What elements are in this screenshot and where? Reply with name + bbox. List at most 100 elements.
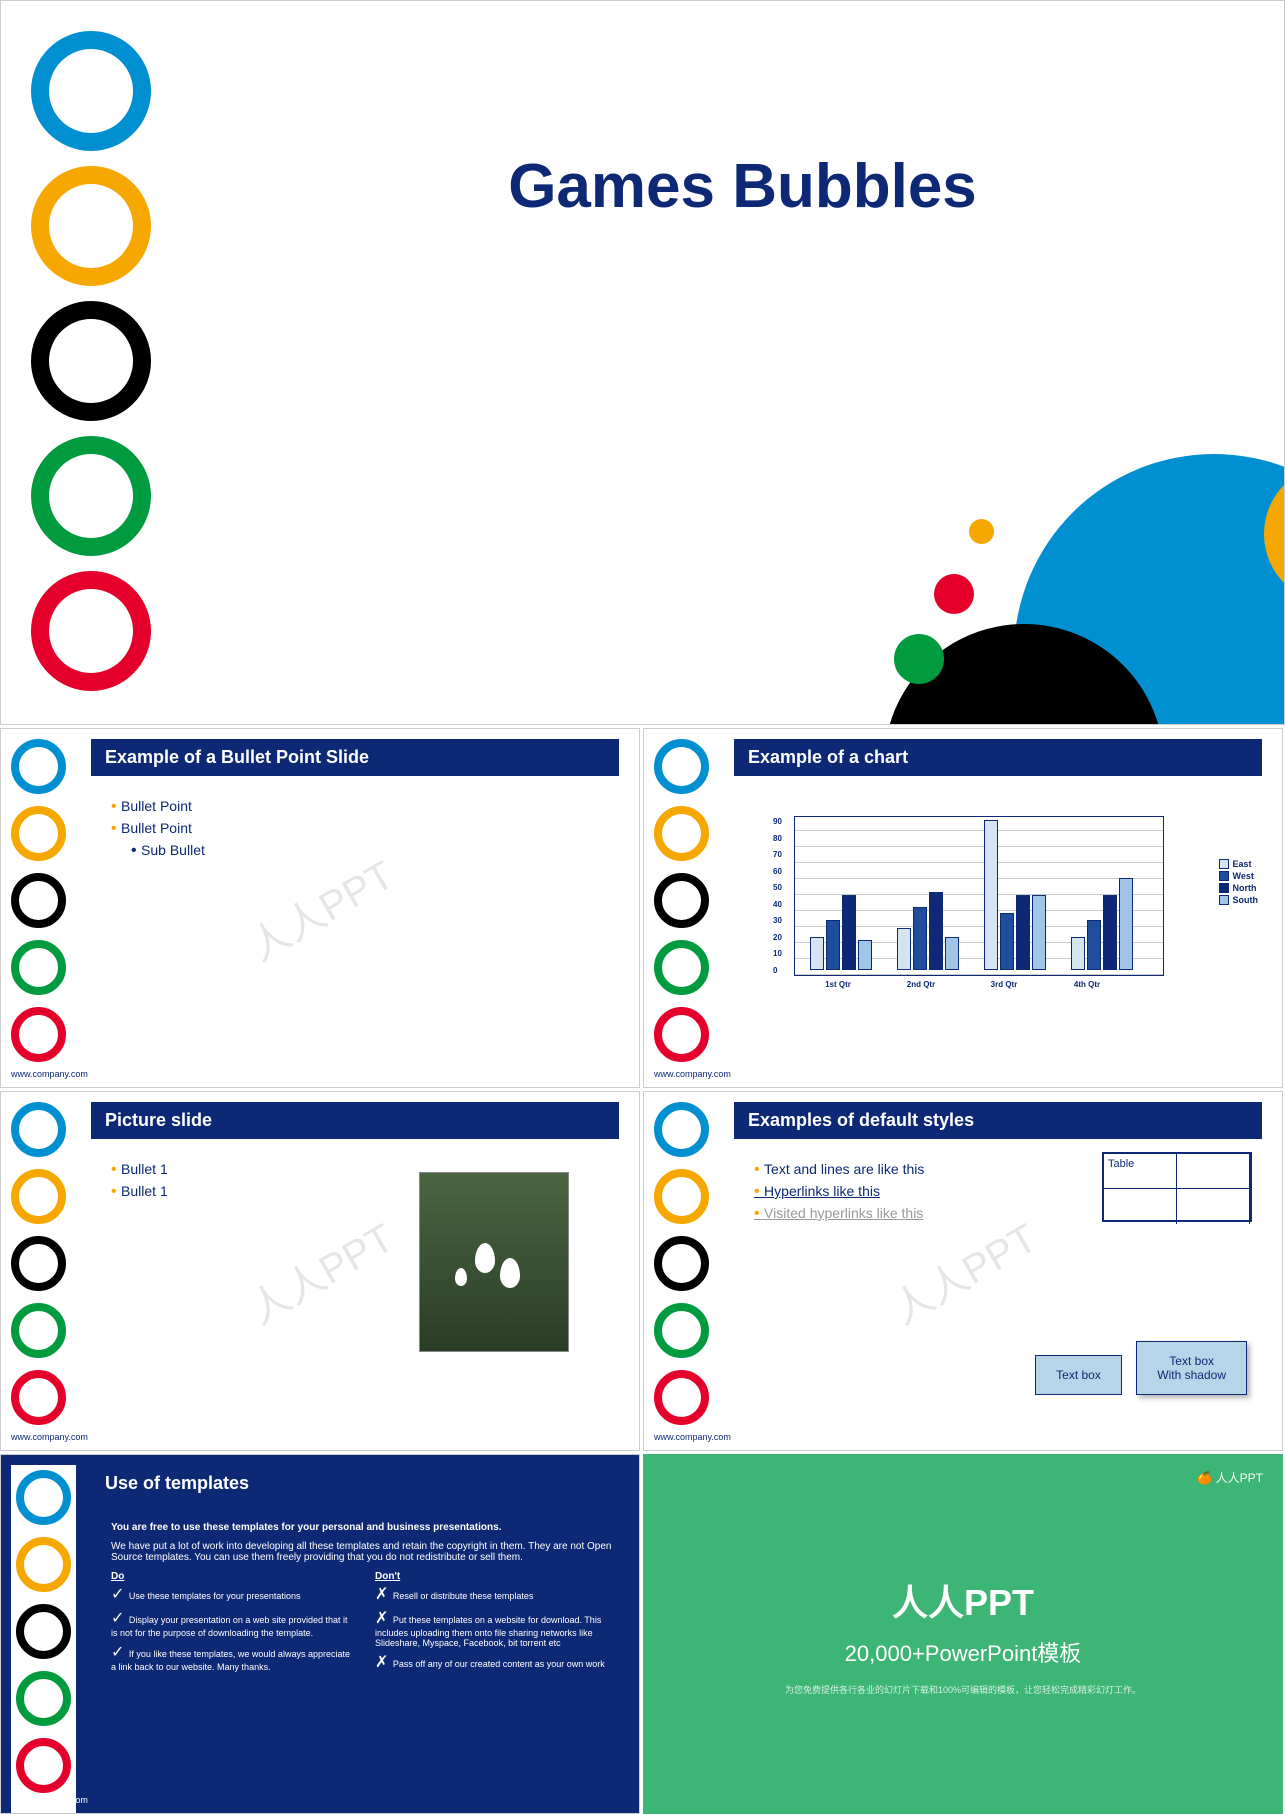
bullet-item: Bullet Point bbox=[111, 796, 619, 818]
ring-black bbox=[16, 1604, 71, 1659]
bar-group bbox=[810, 895, 872, 970]
slide-header: Examples of default styles bbox=[734, 1102, 1262, 1139]
slide-default-styles: Examples of default styles Text and line… bbox=[643, 1091, 1283, 1451]
ring-blue bbox=[654, 739, 709, 794]
bar bbox=[1087, 920, 1101, 970]
slide-picture: Picture slide Bullet 1 Bullet 1 人人PPT ww… bbox=[0, 1091, 640, 1451]
ring-red bbox=[16, 1738, 71, 1793]
ring-green bbox=[654, 1303, 709, 1358]
ring-black bbox=[654, 873, 709, 928]
ring-black bbox=[11, 873, 66, 928]
slide-header: Use of templates bbox=[91, 1465, 619, 1502]
sub-bullet-item: Sub Bullet bbox=[131, 840, 619, 862]
footer-url: www.company.com bbox=[11, 1795, 88, 1805]
bar bbox=[897, 928, 911, 970]
style-list: Text and lines are like this Hyperlinks … bbox=[754, 1159, 984, 1225]
bar bbox=[1119, 878, 1133, 970]
ring-black bbox=[11, 1236, 66, 1291]
ring-red bbox=[31, 571, 151, 691]
ring-black bbox=[654, 1236, 709, 1291]
bar bbox=[810, 937, 824, 970]
bar bbox=[984, 820, 998, 970]
ring-red bbox=[654, 1370, 709, 1425]
bar bbox=[1071, 937, 1085, 970]
ring-blue bbox=[16, 1470, 71, 1525]
promo-subtitle: 20,000+PowerPoint模板 bbox=[643, 1636, 1283, 1668]
ring-red bbox=[11, 1370, 66, 1425]
main-title: Games Bubbles bbox=[201, 151, 1284, 222]
promo-title: 人人PPT bbox=[643, 1574, 1283, 1626]
olympic-rings-small bbox=[11, 739, 66, 1062]
bar bbox=[858, 940, 872, 970]
ring-blue bbox=[11, 1102, 66, 1157]
table-label: Table bbox=[1104, 1154, 1177, 1189]
bar-chart: 0102030405060708090 EastWestNorthSouth bbox=[794, 816, 1164, 976]
footer-url: www.company.com bbox=[11, 1069, 88, 1079]
slide-header: Picture slide bbox=[91, 1102, 619, 1139]
bar bbox=[929, 892, 943, 970]
bar-group bbox=[984, 820, 1046, 970]
olympic-rings-small bbox=[11, 1102, 66, 1425]
ring-yellow bbox=[11, 1169, 66, 1224]
snowdrop-image bbox=[419, 1172, 569, 1352]
promo-tagline: 为您免费提供各行各业的幻灯片下载和100%可编辑的模板，让您轻松完成精彩幻灯工作… bbox=[643, 1683, 1283, 1696]
slide-use-of-templates: Use of templates You are free to use the… bbox=[0, 1454, 640, 1814]
ring-yellow bbox=[11, 806, 66, 861]
bar bbox=[826, 920, 840, 970]
hyperlink-item[interactable]: Hyperlinks like this bbox=[754, 1181, 984, 1203]
y-axis: 0102030405060708090 bbox=[773, 817, 782, 975]
bar bbox=[1032, 895, 1046, 970]
ring-yellow bbox=[16, 1537, 71, 1592]
slide-header: Example of a Bullet Point Slide bbox=[91, 739, 619, 776]
textbox-shadow: Text box With shadow bbox=[1136, 1341, 1247, 1395]
watermark: 人人PPT bbox=[237, 843, 403, 972]
bar bbox=[913, 907, 927, 970]
slide-header: Example of a chart bbox=[734, 739, 1262, 776]
bar bbox=[842, 895, 856, 970]
footer-url: www.company.com bbox=[11, 1432, 88, 1442]
bar bbox=[945, 937, 959, 970]
footer-url: www.company.com bbox=[654, 1432, 731, 1442]
dont-list: Resell or distribute these templatesPut … bbox=[375, 1582, 619, 1674]
slide-chart: Example of a chart 0102030405060708090 E… bbox=[643, 728, 1283, 1088]
bar bbox=[1000, 913, 1014, 970]
ring-yellow bbox=[654, 806, 709, 861]
ring-green bbox=[11, 1303, 66, 1358]
ring-red bbox=[654, 1007, 709, 1062]
ring-yellow bbox=[654, 1169, 709, 1224]
slide-bullet-points: Example of a Bullet Point Slide Bullet P… bbox=[0, 728, 640, 1088]
text-style-item: Text and lines are like this bbox=[754, 1159, 984, 1181]
bar bbox=[1103, 895, 1117, 970]
watermark: 人人PPT bbox=[880, 1206, 1046, 1335]
watermark: 人人PPT bbox=[237, 1206, 403, 1335]
footer-url: www.company.com bbox=[654, 1069, 731, 1079]
ring-blue bbox=[11, 739, 66, 794]
ring-green bbox=[16, 1671, 71, 1726]
visited-link-item[interactable]: Visited hyperlinks like this bbox=[754, 1203, 984, 1225]
bullet-list: Bullet Point Bullet Point Sub Bullet bbox=[111, 796, 619, 862]
example-table: Table bbox=[1102, 1152, 1252, 1222]
ring-green bbox=[11, 940, 66, 995]
x-axis-labels: 1st Qtr2nd Qtr3rd Qtr4th Qtr bbox=[809, 980, 1262, 989]
bullet-item: Bullet Point bbox=[111, 818, 619, 840]
intro-bold: You are free to use these templates for … bbox=[111, 1522, 619, 1533]
olympic-rings-small bbox=[654, 1102, 709, 1425]
bar bbox=[1016, 895, 1030, 970]
bar-group bbox=[1071, 878, 1133, 970]
brand-logo: 🍊 人人PPT bbox=[1197, 1469, 1263, 1486]
textbox-plain: Text box bbox=[1035, 1355, 1122, 1395]
ring-black bbox=[31, 301, 151, 421]
ring-green bbox=[654, 940, 709, 995]
ring-yellow bbox=[31, 166, 151, 286]
ring-blue bbox=[654, 1102, 709, 1157]
chart-legend: EastWestNorthSouth bbox=[1219, 857, 1259, 907]
ring-red bbox=[11, 1007, 66, 1062]
title-slide: Games Bubbles bbox=[0, 0, 1285, 725]
olympic-rings-small bbox=[654, 739, 709, 1062]
dont-label: Don't bbox=[375, 1571, 619, 1582]
intro-text: We have put a lot of work into developin… bbox=[111, 1541, 619, 1563]
olympic-rings-large bbox=[31, 31, 151, 691]
ring-green bbox=[31, 436, 151, 556]
olympic-rings-small bbox=[11, 1465, 76, 1814]
bar-group bbox=[897, 892, 959, 970]
